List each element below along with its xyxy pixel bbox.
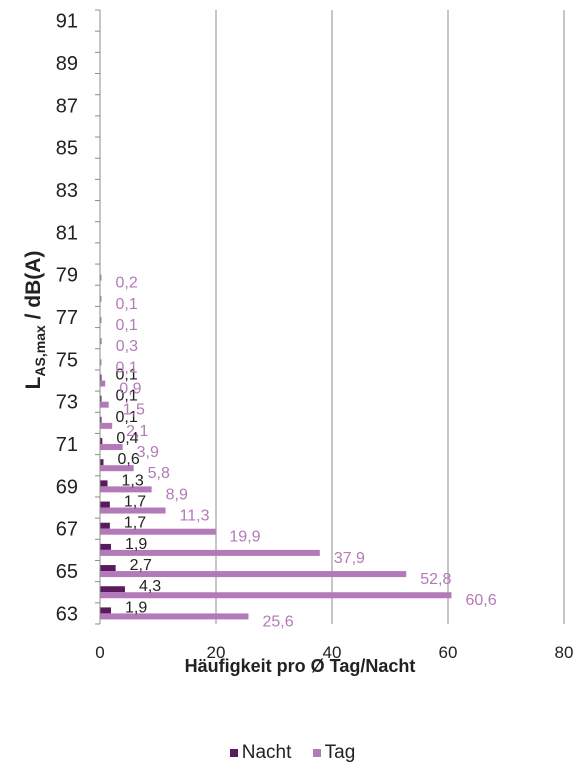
- gridlines: [215, 10, 565, 624]
- data-label-nacht-74: 0,1: [116, 367, 138, 384]
- bar-tag-70: [100, 465, 134, 472]
- data-label-tag-65: 52,8: [420, 571, 451, 588]
- legend-item-tag: Tag: [312, 742, 356, 764]
- data-labels: 1,94,32,71,91,71,71,30,60,40,10,10,125,6…: [116, 275, 497, 631]
- bar-nacht-71: [100, 438, 103, 445]
- y-tick-label-77: 77: [56, 307, 78, 329]
- y-tick-label-75: 75: [56, 349, 78, 371]
- bar-nacht-68: [100, 501, 110, 508]
- data-label-nacht-73: 0,1: [116, 388, 138, 405]
- data-label-tag-69: 8,9: [166, 486, 188, 503]
- y-axis-title-rest: / dB(A): [22, 251, 45, 326]
- data-label-tag-74: 0,9: [119, 381, 141, 398]
- data-label-nacht-70: 0,6: [117, 451, 139, 468]
- y-tick-label-73: 73: [56, 392, 78, 414]
- legend-label-tag: Tag: [324, 742, 356, 763]
- y-tick-label-71: 71: [56, 434, 78, 456]
- y-tick-label-89: 89: [56, 53, 78, 75]
- x-tick-label-80: 80: [555, 643, 574, 662]
- x-tick-label-0: 0: [95, 643, 104, 662]
- bar-tag-75: [100, 359, 102, 366]
- y-axis-title: LAS,max / dB(A): [22, 251, 48, 390]
- data-label-nacht-63: 1,9: [125, 599, 147, 616]
- data-label-nacht-69: 1,3: [122, 472, 144, 489]
- bar-tag-79: [100, 274, 102, 281]
- x-axis-ticks: 0 20 40 60 80: [95, 643, 573, 662]
- bar-tag-71: [100, 444, 123, 451]
- bar-nacht-70: [100, 459, 104, 466]
- x-tick-label-40: 40: [323, 643, 342, 662]
- y-tick-label-85: 85: [56, 138, 78, 160]
- bar-nacht-63: [100, 607, 112, 614]
- data-label-tag-73: 1,5: [123, 402, 145, 419]
- data-label-nacht-66: 1,9: [125, 536, 147, 553]
- data-label-tag-67: 19,9: [229, 529, 260, 546]
- bar-nacht-69: [100, 480, 108, 487]
- legend-label-nacht: Nacht: [241, 742, 292, 763]
- data-label-tag-75: 0,1: [116, 359, 138, 376]
- bar-nacht-67: [100, 522, 110, 529]
- bar-nacht-74: [100, 374, 102, 381]
- bar-nacht-66: [100, 543, 112, 550]
- bar-tag-74: [100, 380, 106, 387]
- legend: Nacht Tag: [0, 742, 585, 764]
- bar-tag-69: [100, 486, 152, 493]
- data-label-tag-72: 2,1: [126, 423, 148, 440]
- data-label-tag-76: 0,3: [116, 338, 138, 355]
- legend-swatch-nacht: [229, 748, 238, 757]
- data-label-tag-63: 25,6: [262, 613, 293, 630]
- data-label-nacht-64: 4,3: [139, 578, 161, 595]
- data-label-tag-79: 0,2: [116, 275, 138, 292]
- bar-tag-65: [100, 571, 407, 578]
- bars: [100, 274, 452, 620]
- bar-tag-63: [100, 613, 249, 620]
- y-axis: 63 65 67 69 71 73 75 77 79 81 83 85 87 89 91: [56, 9, 101, 625]
- data-label-tag-70: 5,8: [148, 465, 170, 482]
- bar-nacht-72: [100, 416, 102, 423]
- y-tick-label-87: 87: [56, 95, 78, 117]
- x-tick-label-20: 20: [207, 643, 226, 662]
- bar-nacht-64: [100, 586, 125, 593]
- legend-item-nacht: Nacht: [229, 742, 292, 764]
- data-label-tag-64: 60,6: [465, 592, 496, 609]
- y-tick-label-69: 69: [56, 476, 78, 498]
- x-tick-label-60: 60: [439, 643, 458, 662]
- y-tick-label-81: 81: [56, 222, 78, 244]
- data-label-tag-78: 0,1: [116, 296, 138, 313]
- bar-tag-66: [100, 549, 320, 556]
- bar-nacht-65: [100, 565, 116, 572]
- bar-tag-76: [100, 338, 102, 345]
- bar-tag-67: [100, 528, 216, 535]
- data-label-nacht-65: 2,7: [130, 557, 152, 574]
- bar-tag-77: [100, 317, 102, 323]
- bar-tag-68: [100, 507, 166, 514]
- data-label-nacht-67: 1,7: [124, 515, 146, 532]
- legend-swatch-tag: [312, 748, 321, 757]
- data-label-nacht-72: 0,1: [116, 409, 138, 426]
- y-tick-label-91: 91: [56, 11, 78, 33]
- bar-tag-78: [100, 295, 102, 302]
- bar-tag-72: [100, 422, 113, 429]
- data-label-nacht-71: 0,4: [116, 430, 138, 447]
- y-tick-label-83: 83: [56, 180, 78, 202]
- y-tick-label-79: 79: [56, 265, 78, 287]
- data-label-tag-77: 0,1: [116, 317, 138, 334]
- data-label-tag-66: 37,9: [334, 550, 365, 567]
- bar-nacht-73: [100, 395, 102, 402]
- y-axis-title-sub: AS,max: [32, 325, 48, 377]
- bar-tag-64: [100, 592, 452, 599]
- bar-tag-73: [100, 401, 109, 408]
- y-tick-label-63: 63: [56, 603, 78, 625]
- x-axis-title: Häufigkeit pro Ø Tag/Nacht: [185, 656, 416, 676]
- data-label-tag-68: 11,3: [180, 508, 210, 525]
- y-tick-label-67: 67: [56, 519, 78, 541]
- data-label-nacht-68: 1,7: [124, 494, 146, 511]
- data-label-tag-71: 3,9: [137, 444, 159, 461]
- y-tick-label-65: 65: [56, 561, 78, 583]
- y-axis-title-main: L: [22, 376, 45, 389]
